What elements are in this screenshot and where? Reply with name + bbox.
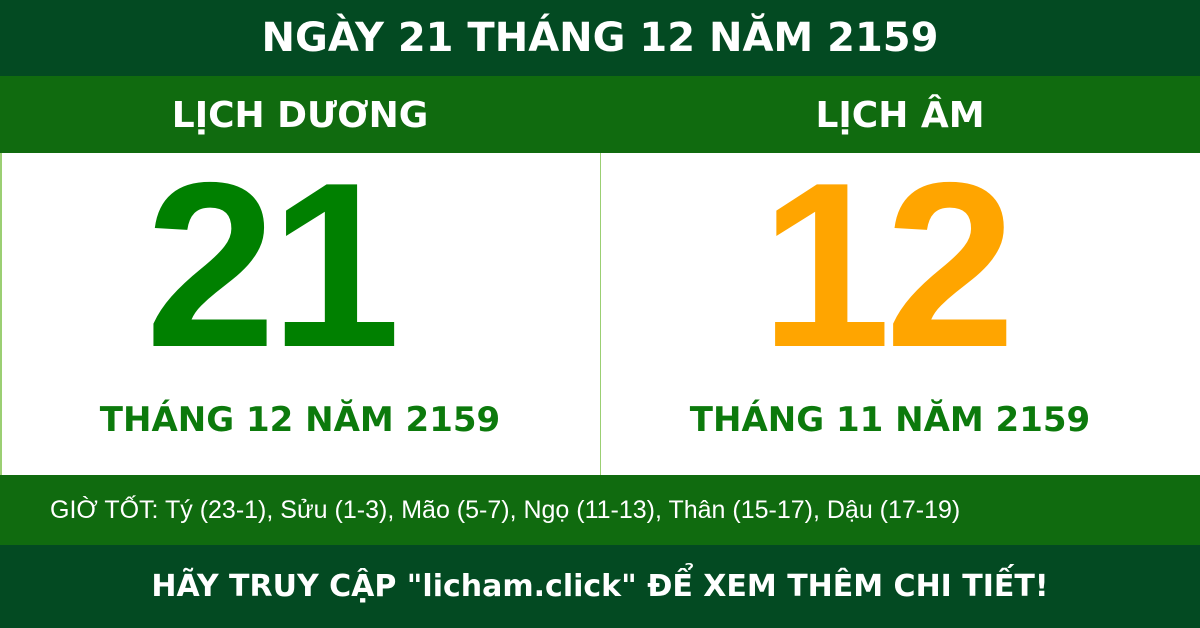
calendar-body xyxy=(0,153,1200,475)
good-hours: GIỜ TỐT: Tý (23-1), Sửu (1-3), Mão (5-7)… xyxy=(0,475,1200,545)
lunar-month-year: THÁNG 11 NĂM 2159 xyxy=(689,400,1091,440)
divider xyxy=(600,153,601,475)
footer-cta: HÃY TRUY CẬP "licham.click" ĐỂ XEM THÊM … xyxy=(0,545,1200,628)
lunar-day: 12 xyxy=(760,133,1015,396)
calendar-headers: LỊCH DƯƠNG LỊCH ÂM xyxy=(0,76,1200,153)
solar-label: LỊCH DƯƠNG xyxy=(171,95,429,136)
solar-day: 21 xyxy=(145,133,400,396)
lunar-label: LỊCH ÂM xyxy=(815,95,985,136)
solar-month-year: THÁNG 12 NĂM 2159 xyxy=(99,400,501,440)
page-title: NGÀY 21 THÁNG 12 NĂM 2159 xyxy=(0,0,1200,76)
